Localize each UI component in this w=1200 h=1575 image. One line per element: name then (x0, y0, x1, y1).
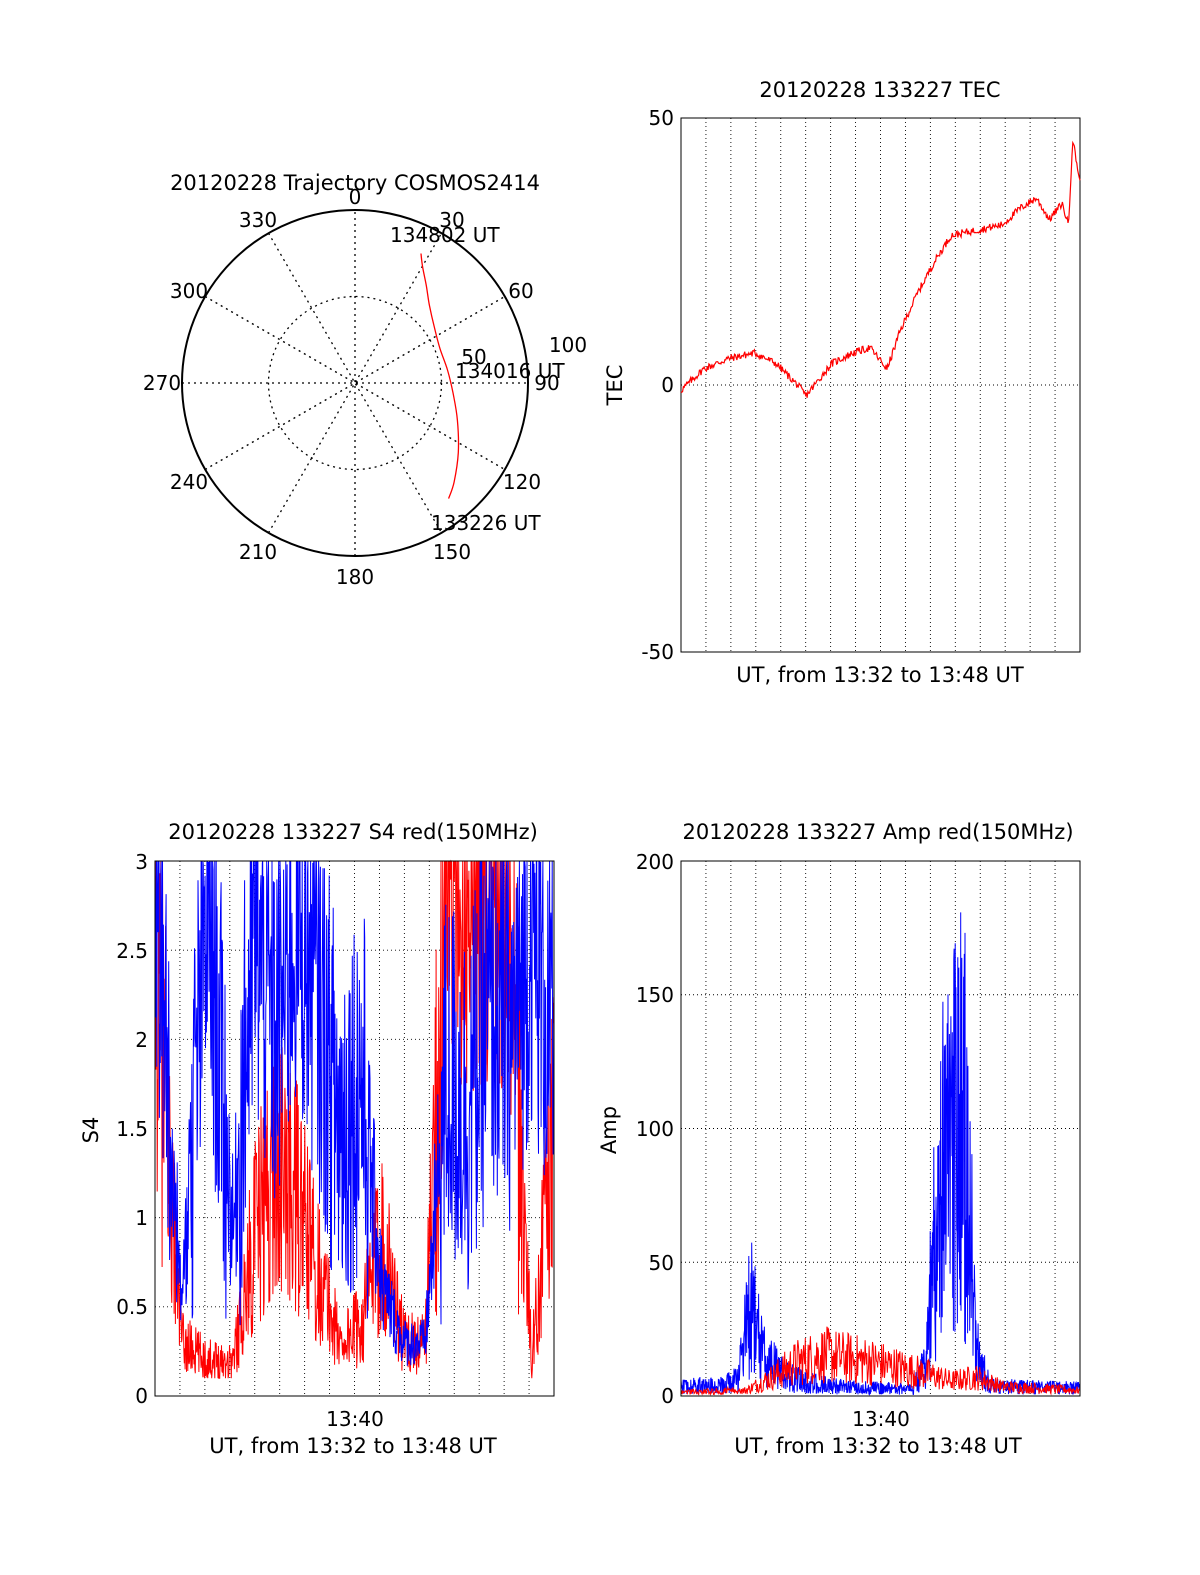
trajectory-start-label: 133226 UT (431, 511, 541, 535)
amp-ytick-1: 50 (649, 1251, 674, 1275)
tec-grid (681, 118, 1080, 652)
amp-plot-area (680, 860, 1081, 1397)
tec-ytick-2: 50 (649, 106, 674, 130)
az-label-150: 150 (433, 540, 471, 564)
s4-ytick-1: 0.5 (116, 1295, 148, 1319)
s4-ylabel: S4 (79, 1117, 103, 1144)
tec-series-line (680, 140, 1081, 398)
polar-trajectory-panel: 20120228 Trajectory COSMOS2414 0 30 60 9… (143, 171, 587, 589)
tec-xlabel: UT, from 13:32 to 13:48 UT (736, 663, 1024, 687)
polar-annotations: 134802 UT 134016 UT 133226 UT (390, 223, 565, 535)
s4-ytick-4: 2 (135, 1028, 148, 1052)
amp-panel: 20120228 133227 Amp red(150MHz) 0 50 100… (597, 820, 1081, 1458)
s4-ytick-3: 1.5 (116, 1117, 148, 1141)
s4-plot-area (154, 860, 555, 1397)
s4-y-ticks: 0 0.5 1 1.5 2 2.5 3 (116, 850, 148, 1408)
s4-red-series (154, 859, 555, 1379)
az-label-60: 60 (508, 279, 533, 303)
tec-title: 20120228 133227 TEC (759, 78, 1000, 102)
az-label-300: 300 (170, 279, 208, 303)
polar-spoke-120 (204, 295, 506, 471)
amp-ylabel: Amp (597, 1106, 621, 1154)
polar-outer-circle (181, 209, 529, 557)
polar-title: 20120228 Trajectory COSMOS2414 (170, 171, 540, 195)
polar-azimuth-labels: 0 30 60 90 120 150 180 210 240 270 300 3… (143, 185, 560, 589)
az-label-270: 270 (143, 371, 181, 395)
az-label-0: 0 (349, 185, 362, 209)
amp-ytick-3: 150 (636, 983, 674, 1007)
amp-ytick-0: 0 (661, 1384, 674, 1408)
az-label-330: 330 (239, 208, 277, 232)
radial-label-50: 50 (461, 345, 486, 369)
polar-spoke-60 (204, 295, 506, 471)
s4-ytick-2: 1 (135, 1206, 148, 1230)
amp-y-ticks: 0 50 100 150 200 (636, 850, 674, 1408)
s4-xtick-0: 13:40 (326, 1407, 384, 1431)
az-label-180: 180 (336, 565, 374, 589)
polar-spoke-150 (267, 232, 443, 534)
s4-ytick-5: 2.5 (116, 939, 148, 963)
tec-ytick-1: 0 (661, 373, 674, 397)
az-label-240: 240 (170, 470, 208, 494)
s4-ytick-6: 3 (135, 850, 148, 874)
s4-ytick-0: 0 (135, 1384, 148, 1408)
s4-xlabel: UT, from 13:32 to 13:48 UT (209, 1434, 497, 1458)
tec-ytick-0: -50 (641, 640, 674, 664)
tec-ylabel: TEC (603, 365, 627, 407)
s4-blue-series (154, 860, 555, 1366)
trajectory-mid-label: 134016 UT (455, 359, 565, 383)
s4-title: 20120228 133227 S4 red(150MHz) (168, 820, 538, 844)
amp-title: 20120228 133227 Amp red(150MHz) (682, 820, 1073, 844)
polar-ring-50 (267, 295, 443, 471)
satellite-trajectory (420, 253, 460, 499)
tec-y-ticks: -50 0 50 (641, 106, 674, 664)
amp-grid (681, 861, 1080, 1396)
amp-xtick-0: 13:40 (852, 1407, 910, 1431)
trajectory-end-label: 134802 UT (390, 223, 500, 247)
s4-panel: 20120228 133227 S4 red(150MHz) 0 0.5 1 1… (79, 820, 555, 1458)
tec-panel: 20120228 133227 TEC -50 0 50 TEC UT, fro… (603, 78, 1081, 687)
az-label-30: 30 (439, 208, 464, 232)
az-label-90: 90 (534, 371, 559, 395)
amp-xlabel: UT, from 13:32 to 13:48 UT (734, 1434, 1022, 1458)
amp-ytick-2: 100 (636, 1117, 674, 1141)
az-label-120: 120 (503, 470, 541, 494)
amp-ytick-4: 200 (636, 850, 674, 874)
polar-grid (182, 210, 528, 556)
radial-label-100: 100 (549, 333, 587, 357)
polar-spoke-30 (267, 232, 443, 534)
amp-red-series (680, 1326, 1081, 1396)
az-label-210: 210 (239, 540, 277, 564)
